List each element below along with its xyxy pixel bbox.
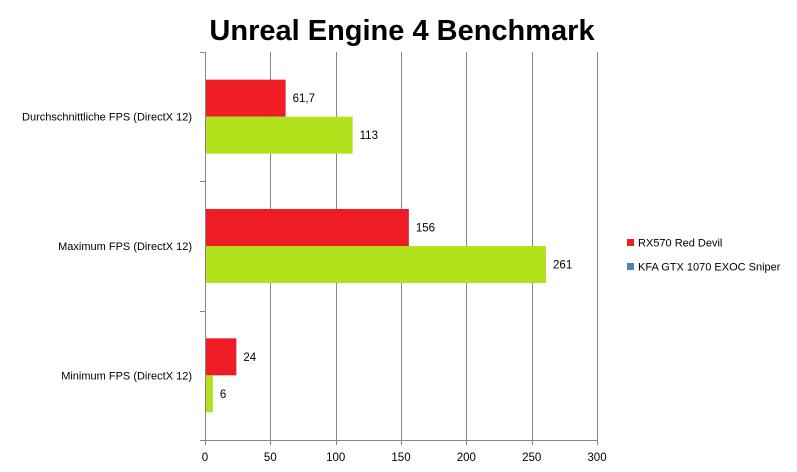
bar <box>206 209 409 246</box>
legend-swatch <box>627 239 634 246</box>
data-label: 261 <box>553 260 572 272</box>
x-tick-label: 0 <box>202 452 208 464</box>
data-label: 6 <box>220 389 226 401</box>
legend: RX570 Red Devil KFA GTX 1070 EXOC Sniper <box>627 238 781 274</box>
category-label: Durchschnittliche FPS (DirectX 12) <box>22 112 192 124</box>
bars <box>206 79 547 413</box>
legend-label: KFA GTX 1070 EXOC Sniper <box>638 262 781 274</box>
chart-title: Unreal Engine 4 Benchmark <box>209 15 595 47</box>
bar <box>206 375 213 413</box>
x-tick-label: 150 <box>391 452 410 464</box>
x-tick-label: 250 <box>522 452 541 464</box>
data-label: 113 <box>360 130 378 142</box>
bar <box>206 246 547 283</box>
legend-label: RX570 Red Devil <box>638 238 722 250</box>
category-label: Maximum FPS (DirectX 12) <box>58 241 192 253</box>
axes <box>200 52 598 445</box>
data-label: 24 <box>243 352 256 364</box>
x-tick-label: 100 <box>326 452 345 464</box>
x-tick-label: 200 <box>457 452 476 464</box>
x-tick-label: 300 <box>587 452 606 464</box>
bar <box>206 116 353 154</box>
bar <box>206 338 237 376</box>
x-tick-label: 50 <box>264 452 277 464</box>
bar <box>206 79 286 117</box>
data-label: 156 <box>416 223 435 235</box>
data-label: 61,7 <box>293 93 315 105</box>
labels: 0 50 100 150 200 250 300 Durchschnittliche FPS … <box>22 93 607 464</box>
category-label: Minimum FPS (DirectX 12) <box>61 370 192 382</box>
legend-swatch <box>627 263 634 270</box>
